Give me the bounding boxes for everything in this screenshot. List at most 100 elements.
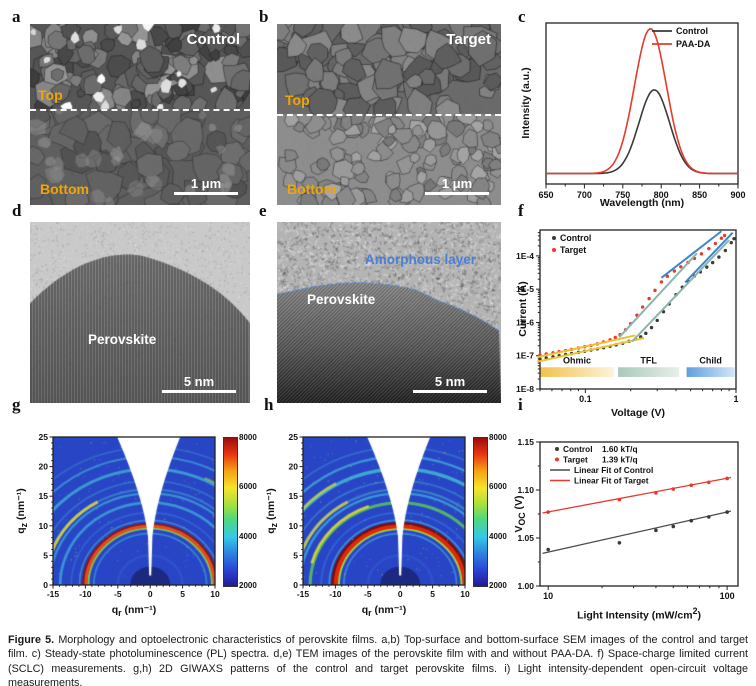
svg-text:Ohmic: Ohmic xyxy=(563,355,591,365)
svg-text:0: 0 xyxy=(293,580,298,590)
scalebar-line xyxy=(413,390,487,393)
scalebar-label: 1 μm xyxy=(441,176,473,191)
tem-canvas-control xyxy=(30,222,250,403)
voc-yaxis-label: VOC (V) xyxy=(512,495,528,533)
svg-text:Target: Target xyxy=(563,455,588,465)
sclc-xaxis-label: Voltage (V) xyxy=(610,407,666,419)
svg-text:1E-6: 1E-6 xyxy=(516,317,534,327)
svg-text:Linear Fit of Target: Linear Fit of Target xyxy=(574,476,649,486)
panel-letter-b: b xyxy=(259,7,269,26)
svg-text:-10: -10 xyxy=(79,589,92,599)
svg-text:1.10: 1.10 xyxy=(517,485,534,495)
svg-text:Control: Control xyxy=(563,444,593,454)
tem-image-target: Amorphous layer Perovskite 5 nm xyxy=(277,222,501,403)
panel-letter-f: f xyxy=(518,201,524,220)
voc-xaxis-label: Light Intensity (mW/cm2) xyxy=(577,606,701,622)
colorbar-tick-label: 2000 xyxy=(489,581,507,590)
svg-text:Control: Control xyxy=(560,233,591,243)
svg-text:TFL: TFL xyxy=(640,355,657,365)
svg-text:Control: Control xyxy=(676,26,708,36)
svg-text:10: 10 xyxy=(460,589,470,599)
svg-text:1.60 kT/q: 1.60 kT/q xyxy=(602,444,638,454)
svg-text:Linear Fit of Control: Linear Fit of Control xyxy=(574,465,653,475)
tem-image-control: Perovskite 5 nm xyxy=(30,222,250,403)
svg-text:0.1: 0.1 xyxy=(579,394,592,404)
svg-text:5: 5 xyxy=(430,589,435,599)
panel-letter-d: d xyxy=(12,201,22,220)
svg-text:1.15: 1.15 xyxy=(517,437,534,447)
svg-text:PAA-DA: PAA-DA xyxy=(676,39,711,49)
giwaxs-control-panel: -15 -10 -5 0 5 10 0 5 10 15 20 25 2000 4000 6000 8000 … xyxy=(8,428,260,632)
svg-text:1.00: 1.00 xyxy=(517,581,534,591)
svg-text:-5: -5 xyxy=(114,589,122,599)
scalebar-line xyxy=(174,192,238,195)
svg-text:10: 10 xyxy=(210,589,220,599)
pl-xaxis-label: Wavelength (nm) xyxy=(599,197,685,209)
giwaxs-xaxis-label: qr (nm⁻¹) xyxy=(111,604,157,619)
sem-image-control: Control Top Bottom 1 μm xyxy=(30,24,250,205)
panel-letter-i: i xyxy=(518,395,523,414)
svg-text:Target: Target xyxy=(560,245,586,255)
svg-text:750: 750 xyxy=(615,190,630,200)
svg-text:10: 10 xyxy=(289,521,299,531)
bottom-surface-label: Bottom xyxy=(287,181,336,197)
pl-yaxis-label: Intensity (a.u.) xyxy=(520,67,532,139)
colorbar-tick-label: 4000 xyxy=(489,531,507,541)
scalebar-line xyxy=(162,390,236,393)
svg-text:5: 5 xyxy=(180,589,185,599)
panel-letter-h: h xyxy=(264,395,274,414)
colorbar-tick-label: 2000 xyxy=(239,581,257,590)
sem-canvas-control xyxy=(30,24,250,205)
pl-spectra-plot: 650 700 750 800 850 900 Control PAA-DA xyxy=(538,22,746,200)
sclc-plot: Ohmic TFL Child 1E-8 1E-7 1E-6 1E-5 1E-4 0.1 1 Con… xyxy=(516,229,739,404)
scalebar: 1 μm xyxy=(425,176,489,195)
svg-text:5: 5 xyxy=(293,550,298,560)
sem-title-control: Control xyxy=(186,31,240,48)
svg-text:5: 5 xyxy=(43,550,48,560)
scalebar-label: 1 μm xyxy=(190,176,222,191)
svg-text:25: 25 xyxy=(289,432,299,442)
svg-text:1E-4: 1E-4 xyxy=(516,251,534,261)
surface-divider-line xyxy=(30,109,250,111)
sem-image-target: Target Top Bottom 1 μm xyxy=(277,24,501,205)
amorphous-layer-label: Amorphous layer xyxy=(365,252,477,267)
giwaxs-control-axes: -15 -10 -5 0 5 10 0 5 10 15 20 25 xyxy=(39,432,220,599)
svg-text:1E-7: 1E-7 xyxy=(516,351,534,361)
tem-canvas-target xyxy=(277,222,501,403)
panel-letter-g: g xyxy=(12,395,21,414)
caption-text: Morphology and optoelectronic characteri… xyxy=(8,634,749,686)
panel-letter-e: e xyxy=(259,201,267,220)
colorbar-tick-label: 6000 xyxy=(489,482,507,492)
sclc-yaxis-label: Current (A) xyxy=(517,281,529,337)
svg-text:Child: Child xyxy=(699,355,722,365)
figure-caption: Figure 5. Morphology and optoelectronic … xyxy=(8,633,748,686)
scalebar: 5 nm xyxy=(162,374,236,393)
surface-divider-line xyxy=(277,114,501,116)
svg-text:800: 800 xyxy=(654,190,669,200)
panel-letter-c: c xyxy=(518,7,526,26)
svg-text:1E-5: 1E-5 xyxy=(516,284,534,294)
svg-text:850: 850 xyxy=(692,190,707,200)
svg-text:20: 20 xyxy=(289,462,299,472)
svg-text:-10: -10 xyxy=(329,589,342,599)
scalebar: 5 nm xyxy=(413,374,487,393)
colorbar-tick-label: 4000 xyxy=(239,531,257,541)
sclc-panel: Ohmic TFL Child 1E-8 1E-7 1E-6 1E-5 1E-4 0.1 1 Con… xyxy=(510,215,756,428)
giwaxs-control-canvas xyxy=(53,437,215,585)
svg-text:1E-8: 1E-8 xyxy=(516,384,534,394)
svg-text:-15: -15 xyxy=(297,589,310,599)
svg-text:15: 15 xyxy=(39,491,49,501)
sem-title-target: Target xyxy=(446,31,491,48)
svg-text:15: 15 xyxy=(289,491,299,501)
caption-label: Figure 5. xyxy=(8,634,55,646)
svg-text:650: 650 xyxy=(538,190,553,200)
colorbar xyxy=(473,437,488,587)
svg-text:100: 100 xyxy=(720,591,735,601)
giwaxs-target-canvas xyxy=(303,437,465,585)
giwaxs-xaxis-label: qr (nm⁻¹) xyxy=(361,604,407,619)
colorbar-tick-label: 6000 xyxy=(239,482,257,492)
pl-spectra-panel: 650 700 750 800 850 900 Control PAA-DA Waveleng… xyxy=(510,8,756,215)
voc-panel: 1.00 1.05 1.10 1.15 10 100 Control 1.60 kT/q Tar… xyxy=(510,428,756,632)
svg-text:20: 20 xyxy=(39,462,49,472)
